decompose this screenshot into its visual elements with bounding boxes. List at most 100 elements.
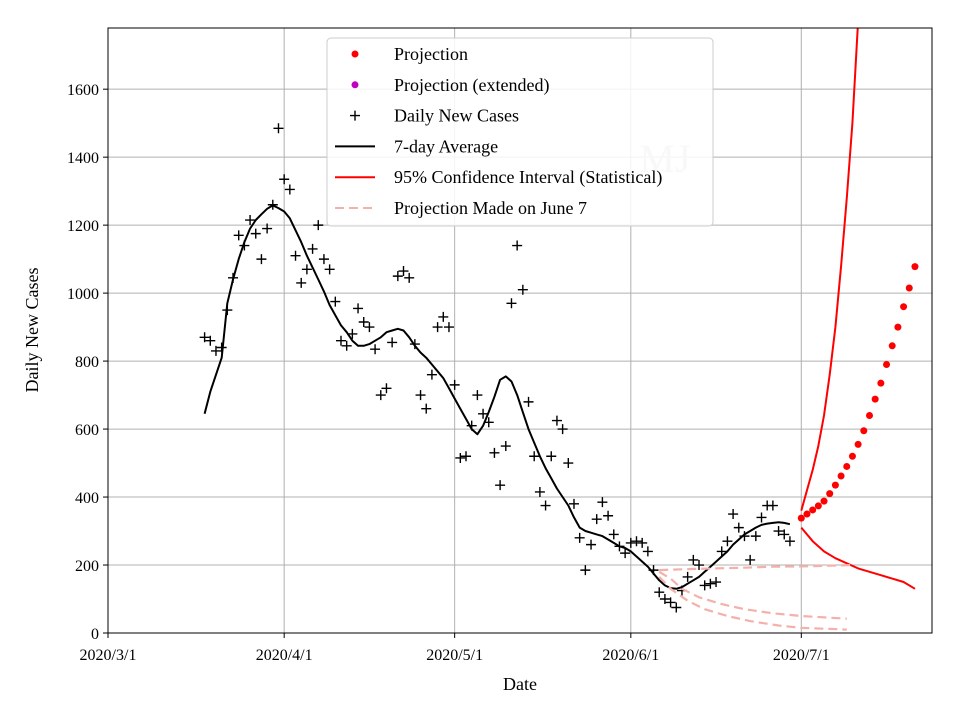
daily-new-cases-point <box>353 303 364 314</box>
legend-label-95-confidence-interval-statistical: 95% Confidence Interval (Statistical) <box>394 167 662 188</box>
daily-new-cases-point <box>767 500 778 511</box>
projection-point <box>871 395 879 403</box>
daily-new-cases-point <box>432 322 443 333</box>
daily-new-cases-point <box>256 254 267 265</box>
projection-point <box>803 510 811 518</box>
projection-made-on-june-7-upper-line <box>659 563 853 572</box>
projection-point <box>877 379 885 387</box>
daily-new-cases-point <box>631 536 642 547</box>
daily-new-cases-point <box>540 500 551 511</box>
daily-new-cases-point <box>307 243 318 254</box>
daily-new-cases-point <box>506 298 517 309</box>
daily-new-cases-point <box>461 451 472 462</box>
daily-new-cases-point <box>784 536 795 547</box>
daily-new-cases-point <box>517 284 528 295</box>
projection-point <box>797 514 805 522</box>
daily-new-cases-point <box>415 390 426 401</box>
daily-new-cases-point <box>489 447 500 458</box>
daily-new-cases-point <box>318 254 329 265</box>
x-tick-label: 2020/7/1 <box>773 647 830 664</box>
projection-made-on-june-7-lower-line <box>658 576 847 631</box>
7-day-average-line <box>203 204 791 590</box>
projection-point <box>809 506 817 514</box>
daily-new-cases-point <box>313 220 324 231</box>
projection-point <box>860 427 868 435</box>
projection-point <box>865 411 873 419</box>
daily-new-cases-point <box>358 317 369 328</box>
daily-new-cases-point <box>546 451 557 462</box>
daily-new-cases-point <box>694 560 705 571</box>
legend-marker-projection <box>351 50 359 58</box>
daily-new-cases-point <box>262 223 273 234</box>
y-tick-label: 1200 <box>67 218 99 235</box>
projection-point <box>894 323 902 331</box>
projection-point <box>831 481 839 489</box>
95-ci-upper-line <box>800 28 859 511</box>
daily-new-cases-point <box>563 458 574 469</box>
daily-new-cases-point <box>438 311 449 322</box>
projection-point <box>854 440 862 448</box>
daily-new-cases-point <box>443 322 454 333</box>
daily-new-cases-point <box>341 340 352 351</box>
y-tick-label: 1000 <box>67 286 99 303</box>
y-tick-label: 0 <box>91 626 99 643</box>
legend-label-projection-extended: Projection (extended) <box>394 75 549 96</box>
daily-new-cases-point <box>597 497 608 508</box>
daily-new-cases-point <box>335 335 346 346</box>
daily-new-cases-point <box>330 296 341 307</box>
daily-new-cases-point <box>210 345 221 356</box>
daily-new-cases-point <box>688 554 699 565</box>
daily-new-cases-point <box>387 337 398 348</box>
daily-new-cases-point <box>529 451 540 462</box>
projection-point <box>888 342 896 350</box>
legend: Projection Projection (extended) Daily New… <box>326 37 714 227</box>
daily-new-cases-point <box>512 240 523 251</box>
daily-new-cases-point <box>381 383 392 394</box>
daily-new-cases-point <box>705 578 716 589</box>
projection-point <box>883 360 891 368</box>
daily-new-cases-point <box>568 498 579 509</box>
legend-label-7-day-average: 7-day Average <box>394 136 498 156</box>
daily-new-cases-point <box>375 390 386 401</box>
daily-new-cases-point <box>250 228 261 239</box>
daily-new-cases-point <box>557 424 568 435</box>
legend-label-projection: Projection <box>394 44 468 64</box>
projection-made-on-june-7-mid-line <box>658 570 847 620</box>
daily-new-cases-point <box>682 571 693 582</box>
daily-new-cases-point <box>625 537 636 548</box>
daily-new-cases-point <box>500 441 511 452</box>
daily-new-cases-point <box>273 123 284 134</box>
daily-new-cases-point <box>398 266 409 277</box>
daily-new-cases-point <box>455 452 466 463</box>
daily-new-cases-point <box>404 272 415 283</box>
daily-new-cases-point <box>426 369 437 380</box>
daily-new-cases-point <box>665 597 676 608</box>
y-tick-label: 200 <box>75 558 99 575</box>
daily-new-cases-point <box>205 335 216 346</box>
legend-label-projection-made-on-june-7: Projection Made on June 7 <box>394 198 587 218</box>
y-axis-label: Daily New Cases <box>22 268 42 393</box>
daily-new-cases-point <box>745 554 756 565</box>
daily-new-cases-point <box>324 264 335 275</box>
projection-point <box>900 303 908 311</box>
projection-point <box>814 502 822 510</box>
daily-new-cases-point <box>551 415 562 426</box>
daily-new-cases-point <box>779 529 790 540</box>
daily-new-cases-point <box>654 587 665 598</box>
daily-new-cases-point <box>603 510 614 521</box>
daily-new-cases-point <box>290 250 301 261</box>
legend-marker-projection-extended <box>351 81 359 89</box>
x-tick-label: 2020/4/1 <box>256 647 313 664</box>
daily-new-cases-point <box>472 390 483 401</box>
y-tick-label: 1400 <box>67 150 99 167</box>
daily-new-cases-point <box>580 565 591 576</box>
daily-new-cases-point <box>608 529 619 540</box>
daily-new-cases-point <box>301 264 312 275</box>
daily-new-cases-point <box>392 271 403 282</box>
daily-new-cases-point <box>637 537 648 548</box>
daily-new-cases-point <box>495 480 506 491</box>
95-ci-lower-line <box>800 526 916 590</box>
daily-new-cases-point <box>296 277 307 288</box>
daily-new-cases-point <box>233 230 244 241</box>
